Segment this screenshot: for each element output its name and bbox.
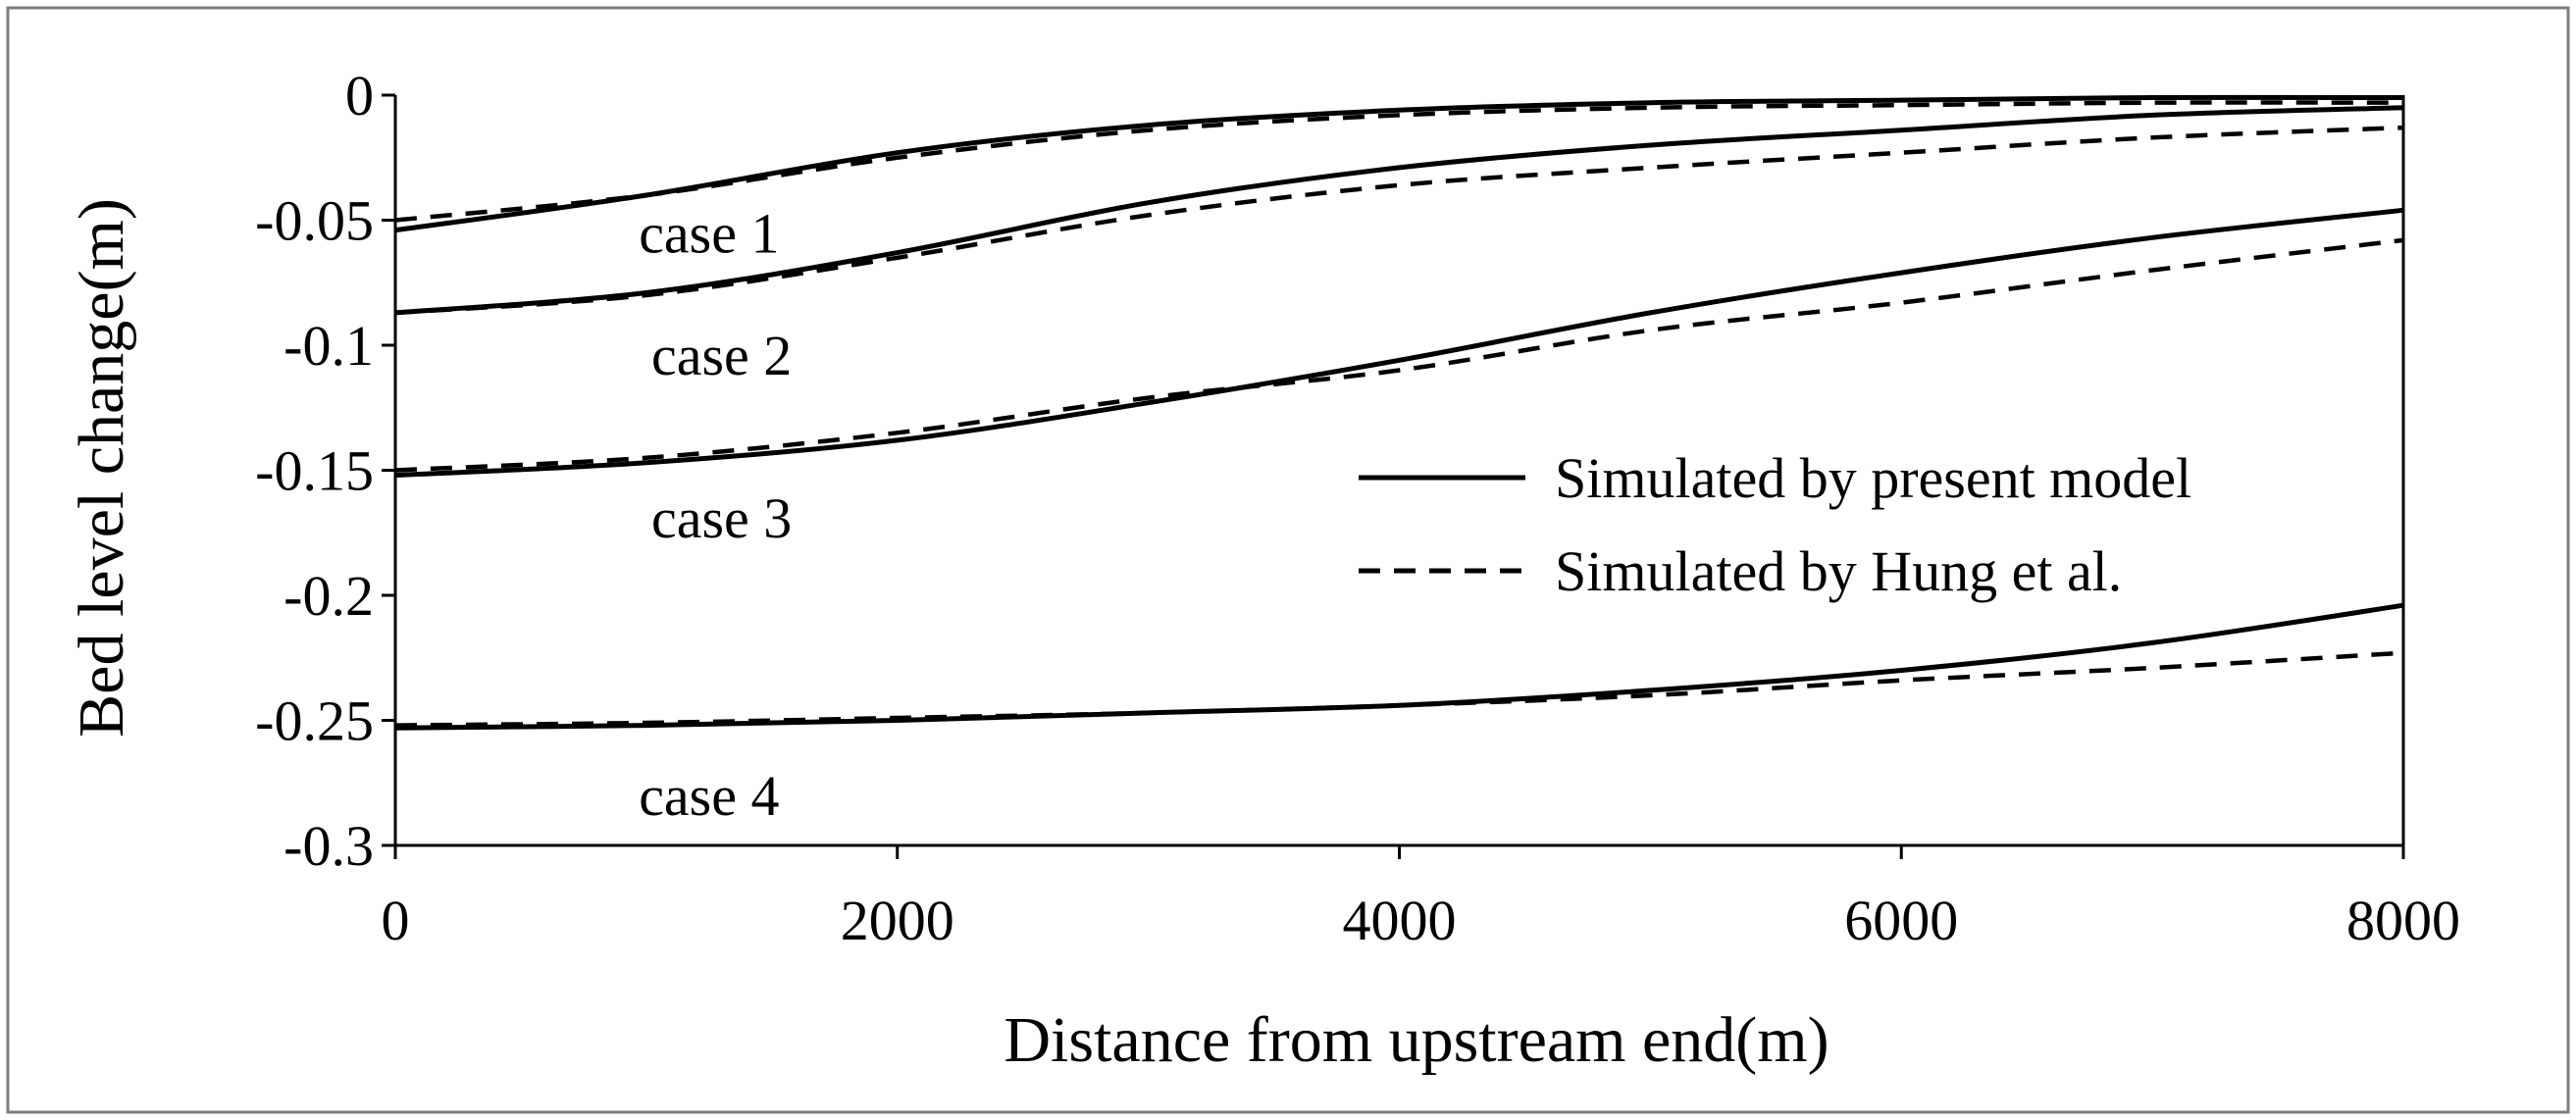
y-axis-label: Bed level change(m)	[66, 198, 137, 738]
series-line-case-2-solid	[394, 105, 2404, 316]
x-tick-label: 2000	[841, 889, 954, 952]
series-line-case-4-solid	[394, 602, 2404, 731]
chart-frame	[6, 6, 2570, 1114]
tick-labels: 0-0.05-0.1-0.15-0.2-0.25-0.30 2000 4000 600…	[255, 64, 2460, 952]
annotation-case-1: case 1	[639, 201, 779, 265]
x-tick-label: 4000	[1343, 889, 1457, 952]
series-line-case-3-dashed	[394, 237, 2404, 473]
x-axis-label: Distance from upstream end(m)	[1004, 1004, 1829, 1076]
y-tick-label: -0.25	[255, 689, 374, 753]
annotation-case-2: case 2	[651, 324, 792, 387]
case-annotations: case 1 case 2 case 3 case 4	[639, 201, 792, 828]
y-tick-label: -0.05	[255, 189, 374, 253]
y-tick-label: -0.3	[283, 814, 374, 878]
series-line-case-3-solid	[394, 207, 2404, 479]
annotation-case-4: case 4	[639, 764, 779, 828]
series-line-case-2-dashed	[394, 125, 2404, 316]
y-tick-label: -0.15	[255, 439, 374, 503]
series-layer	[394, 94, 2404, 731]
legend-label: Simulated by present model	[1555, 446, 2191, 510]
legend-label: Simulated by Hung et al.	[1555, 539, 2122, 603]
y-tick-label: -0.1	[283, 314, 374, 378]
x-tick-label: 6000	[1844, 889, 1958, 952]
y-tick-label: 0	[345, 64, 374, 127]
y-tick-label: -0.2	[283, 564, 374, 628]
annotation-case-3: case 3	[651, 486, 792, 550]
legend: Simulated by present model Simulated by H…	[1359, 446, 2191, 603]
series-line-case-1-dashed	[394, 100, 2404, 223]
x-tick-label: 0	[382, 889, 410, 952]
x-tick-label: 8000	[2346, 889, 2460, 952]
